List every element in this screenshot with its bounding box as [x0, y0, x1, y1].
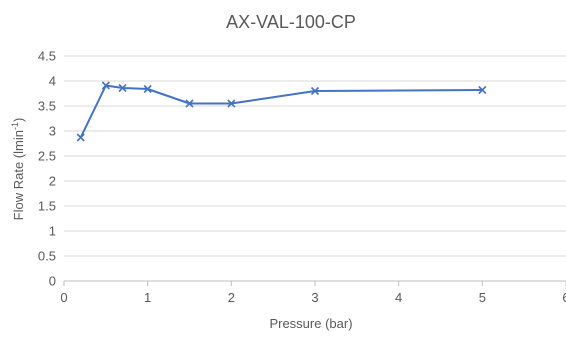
x-axis-label: Pressure (bar) [269, 316, 352, 331]
y-tick-label: 4.5 [38, 49, 56, 64]
chart-title: AX-VAL-100-CP [226, 12, 356, 32]
data-point-marker [143, 84, 152, 94]
y-tick-label: 1.5 [38, 199, 56, 214]
data-point-marker [185, 99, 194, 108]
data-point-marker [76, 133, 85, 142]
x-tick-label: 0 [60, 290, 67, 305]
y-axis-label: Flow Rate (lmin-1) [10, 118, 26, 221]
x-tick-label: 3 [311, 290, 318, 305]
y-tick-label: 2 [49, 174, 56, 189]
axes: 0 0.5 1 1.5 2 2.5 3 3.5 4 4.5 0 1 2 3 4 5 6 [38, 49, 566, 305]
data-point-marker [227, 99, 236, 108]
data-point-marker [478, 85, 487, 95]
y-tick-label: 0.5 [38, 249, 56, 264]
x-tick-label: 4 [395, 290, 402, 305]
x-tick-label: 6 [562, 290, 566, 305]
y-axis-label-suffix: ) [11, 118, 26, 122]
y-axis-label-superscript: -1 [10, 122, 20, 130]
series-line [79, 84, 483, 138]
data-point-marker [118, 83, 127, 93]
y-tick-label: 4 [49, 74, 56, 89]
x-tick-label: 1 [144, 290, 151, 305]
y-tick-label: 2.5 [38, 149, 56, 164]
y-tick-label: 3.5 [38, 99, 56, 114]
data-point-marker [101, 81, 110, 90]
x-tick-label: 2 [228, 290, 235, 305]
y-tick-label: 1 [49, 224, 56, 239]
series [76, 81, 487, 142]
y-axis-label-main: Flow Rate (lmin [11, 130, 26, 220]
grid [64, 55, 566, 257]
y-tick-label: 0 [49, 274, 56, 289]
labels: AX-VAL-100-CP Pressure (bar) Flow Rate (… [10, 12, 356, 331]
y-tick-label: 3 [49, 124, 56, 139]
x-tick-label: 5 [479, 290, 486, 305]
data-point-marker [310, 86, 320, 96]
